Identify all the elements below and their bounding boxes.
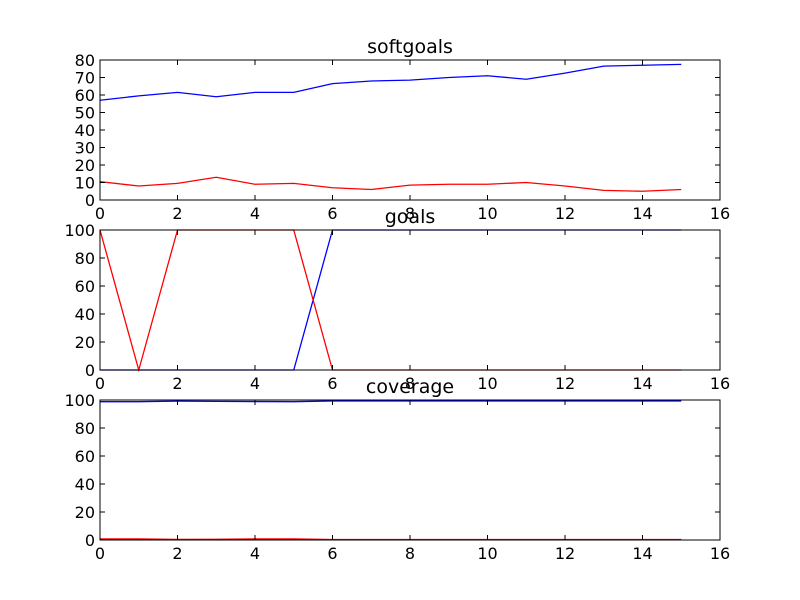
plot-frame (99, 399, 721, 541)
x-tick-label: 4 (250, 374, 260, 393)
y-tick-label: 30 (75, 139, 95, 158)
y-tick-label: 20 (75, 156, 95, 175)
y-tick-label: 60 (75, 277, 95, 296)
x-tick-label: 10 (477, 544, 497, 563)
series-line-0 (99, 63, 682, 101)
y-tick-label: 80 (75, 51, 95, 70)
x-tick-label: 14 (632, 374, 652, 393)
series-line-1 (100, 538, 682, 541)
series-line-1 (99, 229, 682, 373)
x-tick-label: 8 (405, 544, 415, 563)
y-tick-label: 40 (75, 305, 95, 324)
series-line-0 (100, 400, 682, 403)
y-tick-label: 70 (75, 69, 95, 88)
y-tick-label: 10 (75, 174, 95, 193)
x-tick-label: 2 (172, 204, 182, 223)
y-tick-label: 0 (85, 361, 95, 380)
x-tick-label: 6 (327, 374, 337, 393)
x-tick-label: 0 (95, 374, 105, 393)
plot-frame (99, 59, 721, 201)
y-tick-label: 0 (85, 531, 95, 550)
chart-title: coverage (366, 376, 454, 398)
x-tick-label: 6 (327, 544, 337, 563)
y-tick-label: 60 (75, 447, 95, 466)
x-tick-label: 8 (405, 374, 415, 393)
y-tick-label: 50 (75, 104, 95, 123)
x-tick-label: 0 (95, 544, 105, 563)
y-tick-label: 40 (75, 121, 95, 140)
x-tick-label: 4 (250, 544, 260, 563)
y-tick-label: 20 (75, 333, 95, 352)
x-tick-label: 16 (710, 544, 730, 563)
y-tick-label: 0 (85, 191, 95, 210)
x-tick-label: 12 (555, 204, 575, 223)
x-tick-label: 14 (632, 544, 652, 563)
y-tick-label: 80 (75, 419, 95, 438)
x-tick-label: 12 (555, 544, 575, 563)
chart-title: softgoals (367, 36, 453, 58)
y-tick-label: 100 (64, 221, 95, 240)
x-tick-label: 0 (95, 204, 105, 223)
y-tick-label: 20 (75, 503, 95, 522)
x-tick-label: 6 (327, 204, 337, 223)
x-tick-label: 16 (710, 374, 730, 393)
x-tick-label: 2 (172, 374, 182, 393)
x-tick-label: 10 (477, 204, 497, 223)
y-tick-label: 100 (64, 391, 95, 410)
x-tick-label: 12 (555, 374, 575, 393)
x-tick-label: 8 (405, 204, 415, 223)
series-line-1 (99, 176, 682, 192)
chart-title: goals (385, 206, 436, 228)
x-tick-label: 4 (250, 204, 260, 223)
y-tick-label: 40 (75, 475, 95, 494)
y-tick-label: 80 (75, 249, 95, 268)
x-tick-label: 16 (710, 204, 730, 223)
x-tick-label: 10 (477, 374, 497, 393)
x-tick-label: 2 (172, 544, 182, 563)
x-tick-label: 14 (632, 204, 652, 223)
plot-frame (99, 229, 721, 371)
series-line-0 (100, 229, 682, 371)
y-tick-label: 60 (75, 86, 95, 105)
